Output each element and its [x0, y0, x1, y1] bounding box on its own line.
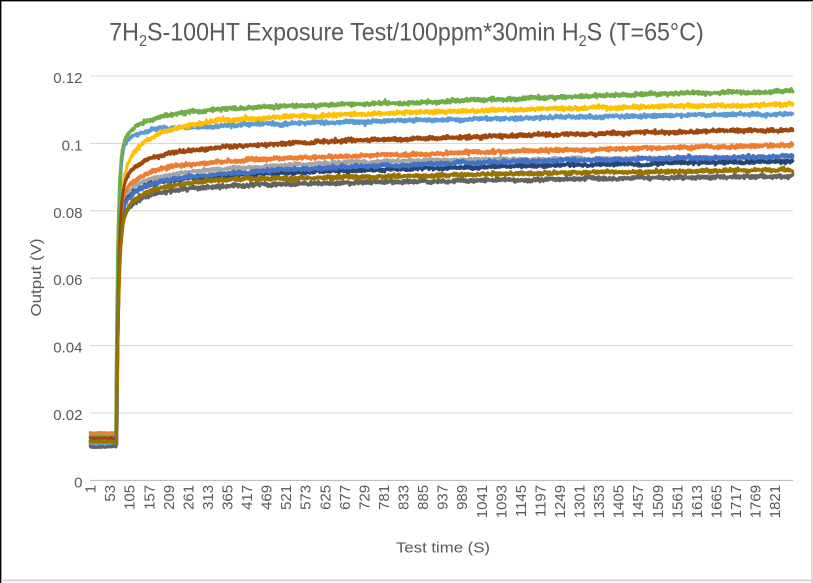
svg-text:1717: 1717	[728, 485, 745, 518]
svg-text:1197: 1197	[532, 485, 549, 517]
svg-text:0.12: 0.12	[53, 70, 82, 87]
svg-text:7H2S-100HT Exposure Test/100pp: 7H2S-100HT Exposure Test/100ppm*30min H2…	[109, 19, 703, 50]
svg-text:937: 937	[435, 485, 452, 510]
svg-text:0.1: 0.1	[62, 137, 83, 154]
svg-text:Test time (S): Test time (S)	[396, 540, 490, 556]
svg-text:677: 677	[337, 485, 354, 510]
svg-text:833: 833	[396, 485, 413, 510]
svg-text:625: 625	[317, 485, 334, 510]
svg-text:417: 417	[239, 485, 256, 510]
svg-text:313: 313	[200, 485, 217, 510]
svg-text:1457: 1457	[630, 485, 647, 518]
svg-text:1509: 1509	[650, 485, 667, 518]
svg-text:0.06: 0.06	[53, 272, 82, 289]
svg-text:Output (V): Output (V)	[29, 239, 45, 317]
svg-text:1405: 1405	[611, 485, 628, 518]
svg-text:365: 365	[220, 485, 237, 510]
svg-text:0.08: 0.08	[53, 205, 82, 222]
svg-text:1249: 1249	[552, 485, 569, 518]
svg-text:1301: 1301	[572, 485, 589, 518]
svg-text:573: 573	[298, 485, 315, 510]
svg-text:729: 729	[356, 485, 373, 510]
svg-text:1561: 1561	[669, 485, 686, 518]
svg-text:1353: 1353	[591, 485, 608, 518]
svg-text:1665: 1665	[709, 485, 726, 518]
svg-text:105: 105	[122, 485, 139, 510]
svg-text:469: 469	[259, 485, 276, 510]
svg-text:1: 1	[83, 485, 100, 493]
svg-text:1145: 1145	[513, 485, 530, 517]
svg-text:53: 53	[102, 485, 119, 502]
svg-text:0.04: 0.04	[53, 340, 82, 357]
svg-text:1613: 1613	[689, 485, 706, 518]
svg-text:209: 209	[161, 485, 178, 510]
svg-text:989: 989	[454, 485, 471, 510]
svg-text:885: 885	[415, 485, 432, 510]
svg-text:521: 521	[278, 485, 295, 510]
svg-text:261: 261	[180, 485, 197, 510]
svg-text:0: 0	[74, 474, 82, 491]
svg-text:0.02: 0.02	[53, 407, 82, 424]
svg-text:781: 781	[376, 485, 393, 510]
svg-text:1769: 1769	[748, 485, 765, 518]
svg-text:1821: 1821	[767, 485, 784, 518]
svg-text:157: 157	[141, 485, 158, 510]
svg-text:1093: 1093	[493, 485, 510, 518]
svg-text:1041: 1041	[474, 485, 491, 518]
